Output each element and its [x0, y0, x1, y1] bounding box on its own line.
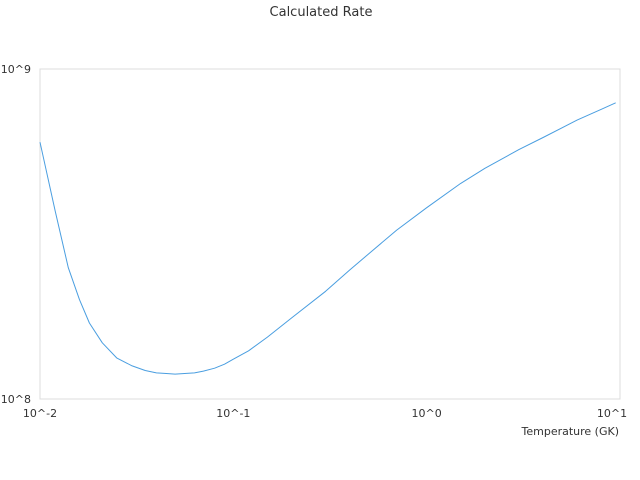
x-tick-label: 10^1	[597, 407, 627, 420]
x-tick-label: 10^-1	[216, 407, 250, 420]
x-tick-label: 10^-2	[23, 407, 57, 420]
chart-title: Calculated Rate	[270, 5, 373, 20]
series-line	[39, 102, 616, 375]
x-tick-label: 10^0	[412, 407, 442, 420]
x-axis: 10^-2 10^-1 10^0 10^1	[23, 407, 627, 420]
plot-area	[39, 68, 621, 400]
y-axis: 10^8 10^9	[1, 63, 31, 406]
y-tick-label: 10^9	[1, 63, 31, 76]
series-layer	[39, 102, 616, 375]
x-axis-label: Temperature (GK)	[521, 425, 620, 438]
y-tick-label: 10^8	[1, 393, 31, 406]
